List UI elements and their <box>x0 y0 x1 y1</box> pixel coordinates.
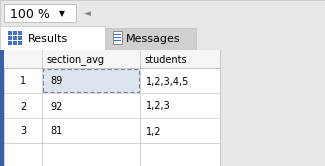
Bar <box>106 28 196 50</box>
Bar <box>4 50 220 68</box>
Bar <box>13 31 17 35</box>
Bar <box>113 31 122 44</box>
Text: 1,2,3: 1,2,3 <box>146 101 171 112</box>
Bar <box>13 41 17 45</box>
Text: ▼: ▼ <box>59 9 65 18</box>
Bar <box>0 26 105 50</box>
Text: 81: 81 <box>50 126 62 136</box>
Bar <box>18 36 22 40</box>
Text: Results: Results <box>28 34 68 44</box>
Bar <box>0 26 325 50</box>
Bar <box>8 31 12 35</box>
Bar <box>0 50 4 166</box>
Bar <box>18 31 22 35</box>
Text: 3: 3 <box>20 126 26 136</box>
Bar <box>43 69 139 92</box>
Bar <box>4 4 76 22</box>
Bar <box>8 41 12 45</box>
Text: 100 %: 100 % <box>10 7 50 20</box>
Bar <box>13 36 17 40</box>
Text: section_avg: section_avg <box>46 55 104 65</box>
Bar <box>8 36 12 40</box>
Text: 89: 89 <box>50 77 62 86</box>
Text: 1,2,3,4,5: 1,2,3,4,5 <box>146 77 189 86</box>
Bar <box>0 0 325 26</box>
Text: 92: 92 <box>50 101 62 112</box>
Text: 1: 1 <box>20 77 26 86</box>
Text: Messages: Messages <box>126 34 181 44</box>
Text: 2: 2 <box>20 101 26 112</box>
Bar <box>18 41 22 45</box>
Text: 1,2: 1,2 <box>146 126 162 136</box>
Text: ◄: ◄ <box>84 9 91 18</box>
Text: students: students <box>144 55 187 65</box>
Bar <box>4 50 220 166</box>
